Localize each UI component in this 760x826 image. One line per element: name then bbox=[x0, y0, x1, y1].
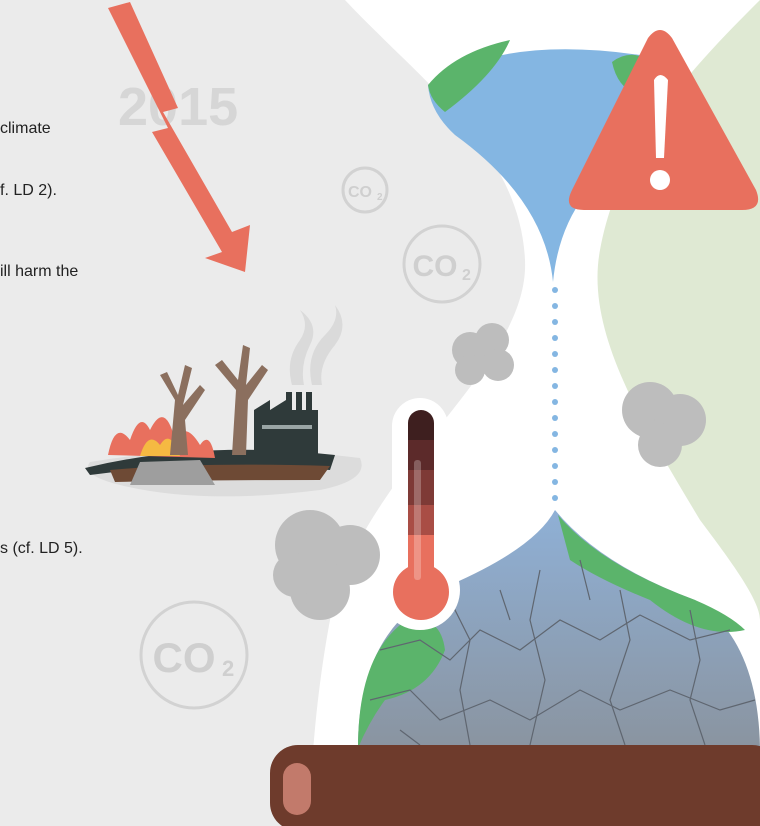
hourglass-top bbox=[428, 49, 640, 283]
co2-subscript: 2 bbox=[222, 656, 234, 681]
land-patch bbox=[428, 40, 510, 112]
land-patch bbox=[358, 620, 445, 748]
cracks bbox=[369, 559, 756, 746]
thermometer bbox=[380, 398, 460, 630]
co2-text: CO bbox=[153, 634, 216, 681]
smoke-clouds bbox=[273, 323, 706, 620]
co2-badge: CO 2 bbox=[402, 224, 482, 304]
co2-badge: CO 2 bbox=[341, 166, 389, 214]
co2-subscript: 2 bbox=[377, 192, 383, 203]
falling-dots bbox=[552, 287, 558, 501]
downward-arrow bbox=[108, 2, 250, 272]
hourglass-bottom bbox=[358, 510, 760, 748]
base-highlight bbox=[283, 763, 311, 815]
text-fragment: ill harm the bbox=[0, 263, 78, 280]
text-fragment: f. LD 2). bbox=[0, 182, 57, 199]
text-fragment: s (cf. LD 5). bbox=[0, 540, 83, 557]
co2-text: CO bbox=[348, 184, 372, 201]
co2-badge: CO 2 bbox=[139, 600, 249, 710]
land-patch bbox=[558, 515, 745, 632]
co2-text: CO bbox=[413, 250, 458, 283]
co2-subscript: 2 bbox=[462, 267, 471, 284]
warning-sign bbox=[568, 30, 759, 210]
text-fragment: climate bbox=[0, 120, 51, 137]
year-label: 2015 bbox=[118, 77, 238, 137]
disaster-scene bbox=[85, 305, 362, 497]
hourglass-base bbox=[270, 745, 760, 826]
